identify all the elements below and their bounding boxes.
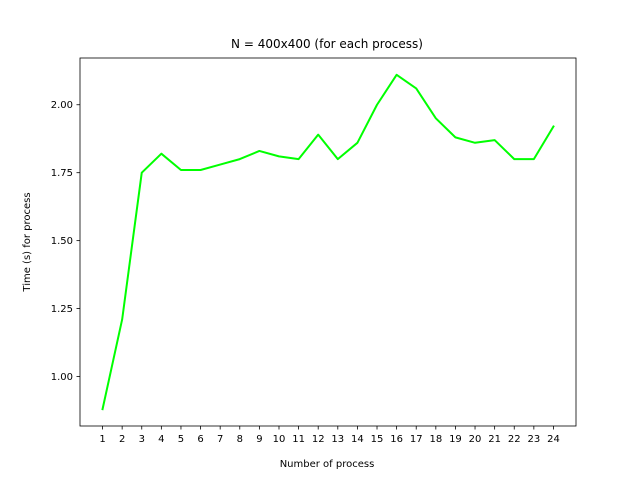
x-tick-label-22: 22 [508,434,521,445]
x-tick-label-20: 20 [469,434,482,445]
axes-frame [79,57,577,427]
x-tick-label-4: 4 [158,434,164,445]
x-tick-label-24: 24 [547,434,560,445]
x-tick-label-23: 23 [527,434,540,445]
x-tick-label-13: 13 [331,434,344,445]
x-tick-label-7: 7 [217,434,223,445]
x-tick-label-16: 16 [390,434,403,445]
plot-area: 1 2 3 4 5 6 7 8 9 10 11 12 13 14 15 16 17 18 19 20 21 22 23 241… [51,57,577,445]
x-tick-label-5: 5 [178,434,184,445]
x-tick-label-14: 14 [351,434,364,445]
x-tick-label-15: 15 [371,434,384,445]
x-tick-label-2: 2 [119,434,125,445]
chart-title: N = 400x400 (for each process) [231,37,423,51]
x-tick-label-8: 8 [237,434,243,445]
x-tick-label-9: 9 [256,434,262,445]
x-tick-label-21: 21 [488,434,501,445]
y-tick-label-2.00: 2.00 [51,100,73,111]
y-tick-label-1.50: 1.50 [51,236,73,247]
x-tick-label-6: 6 [197,434,203,445]
x-tick-label-17: 17 [410,434,423,445]
x-axis-label: Number of process [280,459,375,470]
y-tick-label-1.00: 1.00 [51,372,73,383]
x-tick-label-10: 10 [273,434,286,445]
x-tick-label-19: 19 [449,434,462,445]
x-tick-label-1: 1 [99,434,105,445]
y-tick-label-1.25: 1.25 [51,304,73,315]
x-tick-label-18: 18 [429,434,442,445]
x-tick-label-11: 11 [292,434,305,445]
y-tick-label-1.75: 1.75 [51,168,73,179]
x-tick-label-3: 3 [139,434,145,445]
series-line-0 [101,73,555,411]
y-axis-label: Time (s) for process [22,192,33,292]
x-tick-label-12: 12 [312,434,325,445]
